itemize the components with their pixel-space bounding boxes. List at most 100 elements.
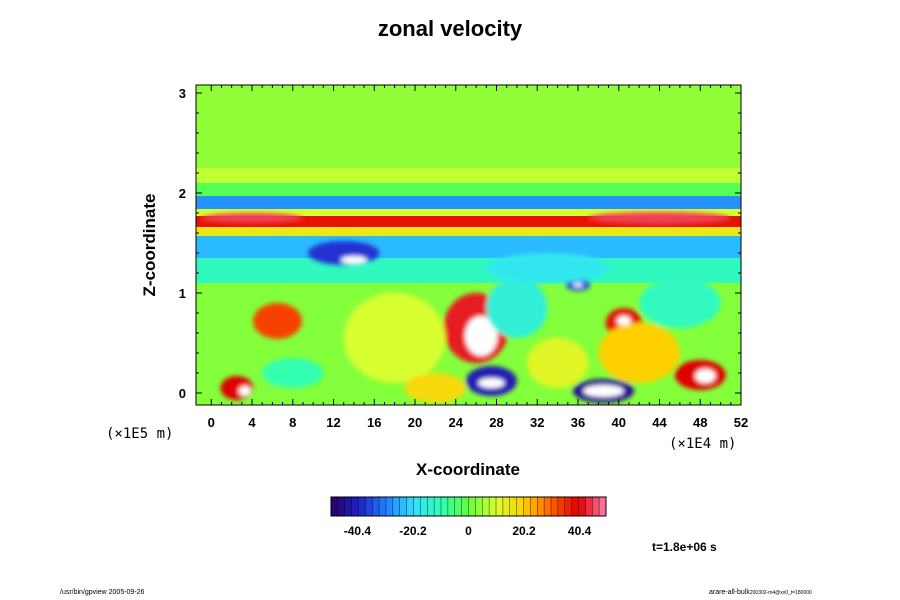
y-tick-label: 2 [179, 186, 186, 201]
x-axis-label: X-coordinate [416, 460, 520, 479]
velocity-band [196, 258, 741, 283]
velocity-feature [340, 256, 368, 264]
velocity-feature [639, 278, 721, 328]
colorbar-cell [399, 497, 407, 516]
velocity-features [201, 212, 731, 403]
y-axis-label: Z-coordinate [140, 193, 159, 297]
colorbar-cell [434, 497, 442, 516]
footer-right-sub: 200302-m4@xx0_t=180000 [749, 590, 812, 596]
y-axis-unit: (×1E5 m) [106, 426, 174, 442]
footer-left: /usr/bin/gpview 2005-09-26 [60, 589, 145, 596]
colorbar-cell [447, 497, 456, 516]
colorbar: -40.4 -20.2 0 20.2 40.4 [330, 496, 607, 538]
colorbar-cell [420, 497, 428, 516]
x-tick-label: 8 [289, 415, 296, 430]
colorbar-cell [564, 497, 572, 516]
velocity-feature [404, 373, 466, 403]
colorbar-cell [441, 497, 449, 516]
footer-right: arare-all-bulk200302-m4@xx0_t=180000 [709, 589, 812, 596]
colorbar-cell [509, 497, 517, 516]
x-tick-label: 52 [734, 415, 748, 430]
velocity-band [196, 168, 741, 183]
time-label: t=1.8e+06 s [652, 540, 717, 554]
velocity-band [196, 183, 741, 196]
colorbar-tick-label: 0 [465, 524, 472, 538]
colorbar-tick-label: 20.2 [512, 524, 536, 538]
velocity-feature [238, 386, 252, 396]
x-tick-label: 0 [208, 415, 215, 430]
x-tick-label: 40 [612, 415, 626, 430]
y-tick-label: 1 [179, 286, 186, 301]
colorbar-cell [557, 497, 566, 516]
x-tick-label: 4 [248, 415, 256, 430]
colorbar-cell [482, 497, 490, 516]
colorbar-cell [516, 497, 524, 516]
x-tick-label: 32 [530, 415, 544, 430]
x-ticks: 0 4 8 12 16 20 24 28 32 36 40 44 48 52 [208, 85, 748, 430]
x-axis-unit: (×1E4 m) [669, 436, 737, 452]
colorbar-cell [578, 497, 586, 516]
colorbar-cell [585, 497, 593, 516]
velocity-band [196, 85, 741, 168]
x-tick-label: 48 [693, 415, 707, 430]
colorbar-cell [379, 497, 387, 516]
colorbar-cell [571, 497, 579, 516]
colorbar-tick-label: -40.4 [344, 524, 372, 538]
colorbar-cell [406, 497, 414, 516]
x-tick-label: 28 [489, 415, 503, 430]
x-tick-label: 12 [326, 415, 340, 430]
colorbar-cell [461, 497, 469, 516]
colorbar-cell [372, 497, 380, 516]
colorbar-cell [502, 497, 511, 516]
velocity-band [196, 216, 741, 227]
y-ticks: 0 1 2 3 [179, 86, 741, 401]
colorbar-cell [592, 497, 600, 516]
y-tick-label: 0 [179, 386, 186, 401]
velocity-feature [201, 213, 303, 223]
velocity-band [196, 209, 741, 216]
y-tick-label: 3 [179, 86, 186, 101]
colorbar-cell [468, 497, 476, 516]
colorbar-cell [454, 497, 462, 516]
colorbar-tick-label: -20.2 [399, 524, 427, 538]
colorbar-cell [530, 497, 538, 516]
colorbar-cell [331, 497, 339, 516]
colorbar-cell [523, 497, 531, 516]
colorbar-cell [475, 497, 483, 516]
velocity-feature [464, 316, 498, 356]
velocity-feature [616, 316, 631, 326]
colorbar-cell [337, 497, 346, 516]
colorbar-cell [351, 497, 359, 516]
x-tick-label: 44 [652, 415, 667, 430]
velocity-feature [343, 293, 446, 383]
velocity-feature [572, 283, 584, 287]
velocity-feature [527, 338, 589, 388]
x-tick-label: 24 [449, 415, 464, 430]
velocity-feature [478, 378, 505, 388]
velocity-feature [588, 212, 731, 224]
velocity-band [196, 236, 741, 258]
colorbar-cell [358, 497, 366, 516]
colorbar-cell [344, 497, 352, 516]
colorbar-cell [599, 497, 607, 516]
plot-frame [195, 84, 742, 406]
velocity-band [196, 196, 741, 209]
colorbar-cell [544, 497, 552, 516]
colorbar-cell [551, 497, 559, 516]
colorbar-cell [386, 497, 394, 516]
x-tick-label: 20 [408, 415, 422, 430]
velocity-feature [253, 303, 302, 339]
colorbar-cell [365, 497, 373, 516]
heatmap-field [196, 85, 741, 405]
velocity-feature [695, 369, 716, 383]
x-tick-label: 16 [367, 415, 381, 430]
velocity-feature [583, 385, 624, 397]
colorbar-cell [427, 497, 435, 516]
colorbar-cell [496, 497, 504, 516]
colorbar-cell [413, 497, 421, 516]
colorbar-cell [489, 497, 497, 516]
velocity-feature [486, 253, 609, 283]
chart-title: zonal velocity [377, 16, 523, 41]
velocity-feature [262, 358, 324, 388]
